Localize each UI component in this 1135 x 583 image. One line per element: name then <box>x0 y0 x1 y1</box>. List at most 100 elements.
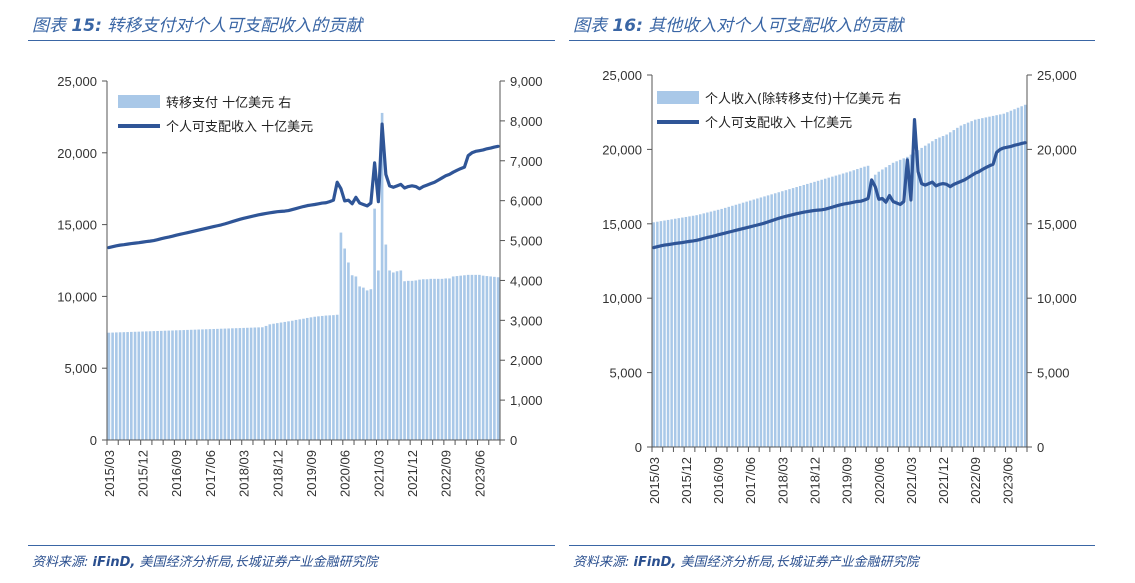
bar <box>913 152 916 447</box>
bar <box>688 216 691 447</box>
bar <box>392 272 395 440</box>
bar <box>716 209 720 447</box>
bar <box>298 319 302 440</box>
chart-title-right: 图表 16: 其他收入对个人可支配收入的贡献 <box>573 11 903 36</box>
bar <box>246 327 249 440</box>
left-tick-label: 25,000 <box>57 74 97 89</box>
bar <box>802 184 806 447</box>
bar <box>403 281 406 440</box>
bar <box>343 248 346 440</box>
title-rule-right <box>569 40 1095 41</box>
bar <box>838 174 841 448</box>
bar <box>339 232 343 440</box>
bar <box>406 280 410 440</box>
bar <box>906 156 909 447</box>
source-brand: iFinD, <box>633 555 677 570</box>
bar <box>261 327 264 440</box>
bar <box>845 172 848 447</box>
bar <box>290 320 294 440</box>
bar <box>253 327 257 440</box>
legend-bar-label: 转移支付 十亿美元 右 <box>166 96 291 111</box>
bar <box>107 332 111 440</box>
x-tick-label: 2019/09 <box>304 450 319 497</box>
x-tick-label: 2019/09 <box>840 457 855 504</box>
bar <box>395 271 399 440</box>
bar <box>189 329 193 440</box>
bar <box>126 332 129 440</box>
bar <box>723 207 727 447</box>
series-line <box>652 118 1027 250</box>
bar <box>231 328 234 440</box>
x-tick-label: 2018/12 <box>808 457 823 504</box>
bar <box>938 137 941 447</box>
x-tick-label: 2018/12 <box>270 450 285 497</box>
source-brand: iFinD, <box>92 555 136 570</box>
bar <box>884 167 888 447</box>
bar <box>834 175 838 447</box>
x-tick-label: 2021/12 <box>936 457 951 504</box>
bar <box>283 321 287 440</box>
bar <box>130 331 133 440</box>
bar <box>451 276 455 440</box>
bar <box>681 217 684 447</box>
bar <box>859 167 863 447</box>
bar <box>806 183 809 448</box>
left-tick-label: 15,000 <box>57 218 97 233</box>
bar <box>122 332 126 440</box>
x-tick-label: 2015/12 <box>679 457 694 504</box>
left-tick-label: 10,000 <box>57 289 97 304</box>
series-line <box>107 122 500 250</box>
chart-title-left: 图表 15: 转移支付对个人可支配收入的贡献 <box>32 11 362 36</box>
source-prefix: 资料来源: <box>32 555 89 570</box>
bar <box>234 328 238 440</box>
bar <box>731 205 734 447</box>
bar <box>133 331 137 440</box>
bar <box>841 173 845 447</box>
bar <box>470 274 474 440</box>
bar <box>201 329 204 440</box>
bar <box>695 215 698 447</box>
bar <box>981 118 984 448</box>
bar <box>820 179 823 447</box>
bar <box>399 270 403 440</box>
bar <box>984 117 988 447</box>
source-note-right: 资料来源: iFinD, 美国经济分析局,长城证券产业金融研究院 <box>573 551 919 570</box>
bar <box>877 171 881 447</box>
bar <box>698 214 702 447</box>
bar <box>279 322 283 440</box>
bar <box>111 332 114 440</box>
bar <box>798 186 802 447</box>
bar <box>866 165 870 447</box>
bar <box>302 318 305 440</box>
bar <box>963 124 966 447</box>
bar <box>998 114 1002 448</box>
x-tick-label: 2016/09 <box>711 457 726 504</box>
right-tick-label: 0 <box>1037 440 1044 455</box>
bar <box>920 147 923 447</box>
bar <box>257 327 260 440</box>
bar <box>752 199 756 447</box>
bar <box>659 221 663 447</box>
bar <box>734 204 738 447</box>
bar <box>216 328 219 440</box>
bar <box>831 176 834 447</box>
left-tick-label: 5,000 <box>609 366 642 381</box>
bar <box>988 116 991 447</box>
bar <box>380 112 384 440</box>
bar <box>365 290 369 440</box>
bar <box>275 323 279 440</box>
bar <box>388 270 391 440</box>
bar <box>171 330 174 440</box>
left-tick-label: 15,000 <box>602 217 642 232</box>
x-tick-label: 2023/06 <box>1000 457 1015 504</box>
bar <box>809 182 813 447</box>
bar <box>178 330 182 440</box>
x-tick-label: 2020/06 <box>338 450 353 497</box>
bar <box>891 162 895 448</box>
bar <box>670 219 673 447</box>
bar <box>448 278 451 440</box>
bar <box>770 194 773 447</box>
bar <box>956 127 959 447</box>
bar <box>870 179 873 447</box>
bar <box>827 177 831 448</box>
